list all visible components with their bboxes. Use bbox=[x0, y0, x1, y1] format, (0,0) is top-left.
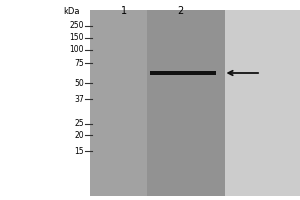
Text: 50: 50 bbox=[74, 78, 84, 88]
Text: 1: 1 bbox=[122, 6, 128, 16]
Text: 25: 25 bbox=[74, 119, 84, 129]
Text: 250: 250 bbox=[70, 21, 84, 30]
Text: 150: 150 bbox=[70, 33, 84, 43]
Bar bbox=[147, 10, 225, 196]
Text: 75: 75 bbox=[74, 58, 84, 68]
Bar bbox=[90, 10, 147, 196]
Text: 100: 100 bbox=[70, 46, 84, 54]
Text: 15: 15 bbox=[74, 146, 84, 156]
Text: 37: 37 bbox=[74, 95, 84, 104]
Text: 2: 2 bbox=[177, 6, 183, 16]
Bar bbox=[150, 71, 216, 75]
Bar bbox=[90, 10, 225, 196]
Text: 20: 20 bbox=[74, 130, 84, 140]
Text: kDa: kDa bbox=[63, 6, 80, 16]
Bar bbox=[225, 10, 300, 196]
